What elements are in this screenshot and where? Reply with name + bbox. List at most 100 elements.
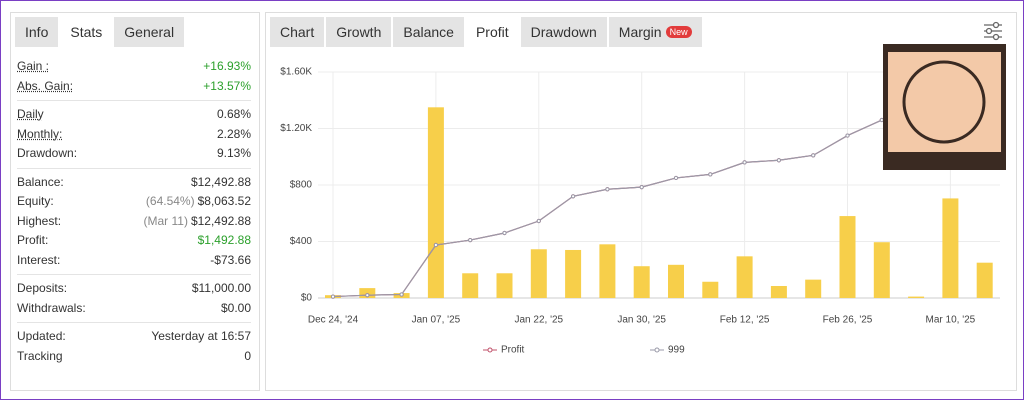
- stat-value-wrap: $11,000.00: [192, 279, 251, 299]
- y-tick-label: $400: [290, 236, 313, 247]
- legend-marker: [487, 347, 493, 353]
- tab[interactable]: Profit: [465, 17, 519, 47]
- stats-panel: Info Stats General Gain : +16.93% Abs. Gain:…: [10, 12, 260, 391]
- stat-label: Interest:: [17, 252, 61, 267]
- tab[interactable]: Balance: [393, 17, 464, 47]
- stats-section: Deposits: $11,000.00 Withdrawals: $0.00: [17, 275, 251, 323]
- stat-label: Balance:: [17, 174, 64, 189]
- stats-rows: Gain : +16.93% Abs. Gain: +13.57% Daily 0.68%…: [17, 53, 251, 370]
- stats-section: Daily 0.68% Monthly: 2.28% Drawdown: 9.13%: [17, 101, 251, 169]
- stat-label: Gain :: [17, 59, 50, 73]
- point: [776, 158, 782, 163]
- stat-row: Balance: $12,492.88: [17, 173, 251, 193]
- y-tick-label: $1.20K: [280, 123, 312, 134]
- bar: [702, 281, 719, 298]
- point: [879, 117, 884, 123]
- bar: [668, 264, 684, 298]
- stat-label: Equity:: [17, 194, 54, 208]
- stat-row: Profit: $1,492.88: [17, 231, 251, 251]
- point: [708, 172, 713, 177]
- point: [742, 160, 747, 165]
- stat-value-wrap: +13.57%: [203, 77, 251, 97]
- stat-label: Monthly:: [17, 126, 63, 141]
- point: [571, 194, 576, 199]
- bar: [565, 249, 582, 298]
- stat-note: (Mar 11): [143, 213, 188, 228]
- stat-value-wrap: $0.00: [221, 299, 251, 319]
- point: [605, 187, 610, 192]
- x-tick-label: Mar 10, '25: [926, 315, 976, 326]
- stat-row: Updated: Yesterday at 16:57: [17, 327, 251, 347]
- stat-value-wrap: -$73.66: [210, 251, 251, 271]
- y-tick-label: $0: [301, 293, 313, 304]
- ad-image: [888, 52, 1001, 152]
- stats-section: Gain : +16.93% Abs. Gain: +13.57%: [17, 53, 251, 101]
- stat-value: -$73.66: [210, 252, 251, 267]
- point: [639, 185, 644, 190]
- stat-row: Drawdown: 9.13%: [17, 144, 251, 164]
- legend-marker: [654, 347, 660, 353]
- point: [365, 293, 370, 298]
- stat-value: $12,492.88: [190, 174, 251, 189]
- bar: [462, 273, 479, 298]
- tab[interactable]: Margin New: [608, 17, 702, 47]
- stat-row: Highest: (Mar 11) $12,492.88: [17, 212, 251, 232]
- stat-value: +13.57%: [203, 78, 251, 93]
- point: [399, 292, 404, 297]
- bar: [359, 288, 376, 298]
- legend-label: Profit: [501, 345, 525, 356]
- new-badge: New: [665, 26, 692, 38]
- stat-value: 9.13%: [216, 146, 251, 160]
- point: [330, 294, 336, 299]
- stat-value-wrap: 2.28%: [217, 125, 251, 145]
- stat-value: 0: [244, 348, 251, 363]
- settings-icon[interactable]: [984, 21, 1002, 41]
- point: [468, 237, 473, 243]
- stat-label: Abs. Gain:: [17, 78, 74, 93]
- stats-section: Updated: Yesterday at 16:57 Tracking 0: [17, 323, 251, 370]
- tab[interactable]: Chart: [270, 17, 325, 47]
- bar: [633, 266, 650, 298]
- stat-row: Interest: -$73.66: [17, 251, 251, 271]
- stat-value: $11,000.00: [191, 281, 251, 295]
- stat-value: $8,063.52: [197, 194, 251, 208]
- tab[interactable]: Drawdown: [520, 17, 607, 47]
- tab[interactable]: Stats: [60, 17, 113, 47]
- bar: [427, 107, 444, 298]
- tab[interactable]: Growth: [326, 17, 392, 47]
- x-tick-label: Jan 22, '25: [514, 315, 563, 326]
- bar: [805, 279, 822, 298]
- point: [502, 230, 507, 236]
- tab[interactable]: Info: [15, 17, 59, 47]
- stat-label: Withdrawals:: [17, 300, 86, 315]
- y-tick-label: $800: [290, 180, 313, 191]
- point: [845, 133, 850, 138]
- tab[interactable]: General: [114, 17, 185, 47]
- stat-value-wrap: (Mar 11) $12,492.88: [143, 212, 251, 232]
- stat-value-wrap: 0: [244, 347, 251, 367]
- stat-value: $0.00: [220, 300, 251, 315]
- stat-value: $12,492.88: [190, 213, 251, 228]
- stat-label: Updated:: [17, 329, 66, 343]
- point: [433, 242, 438, 248]
- stats-tabs: Info Stats General: [15, 17, 186, 47]
- bar: [770, 285, 787, 298]
- stat-value: Yesterday at 16:57: [151, 329, 251, 343]
- stat-row: Monthly: 2.28%: [17, 125, 251, 145]
- stat-label: Profit:: [17, 233, 49, 247]
- bar: [530, 249, 547, 298]
- stat-row: Gain : +16.93%: [17, 57, 251, 77]
- x-tick-label: Feb 12, '25: [720, 315, 770, 326]
- stat-label: Daily: [17, 107, 44, 121]
- x-tick-label: Dec 24, '24: [308, 315, 359, 326]
- stat-value: +16.93%: [203, 59, 251, 73]
- bar: [496, 273, 513, 298]
- stat-row: Deposits: $11,000.00: [17, 279, 251, 299]
- legend-label: 999: [668, 345, 685, 356]
- stat-row: Daily 0.68%: [17, 105, 251, 125]
- stat-value-wrap: Yesterday at 16:57: [151, 327, 251, 347]
- stat-label: Tracking: [17, 348, 63, 363]
- stat-note: (64.54%): [145, 194, 195, 208]
